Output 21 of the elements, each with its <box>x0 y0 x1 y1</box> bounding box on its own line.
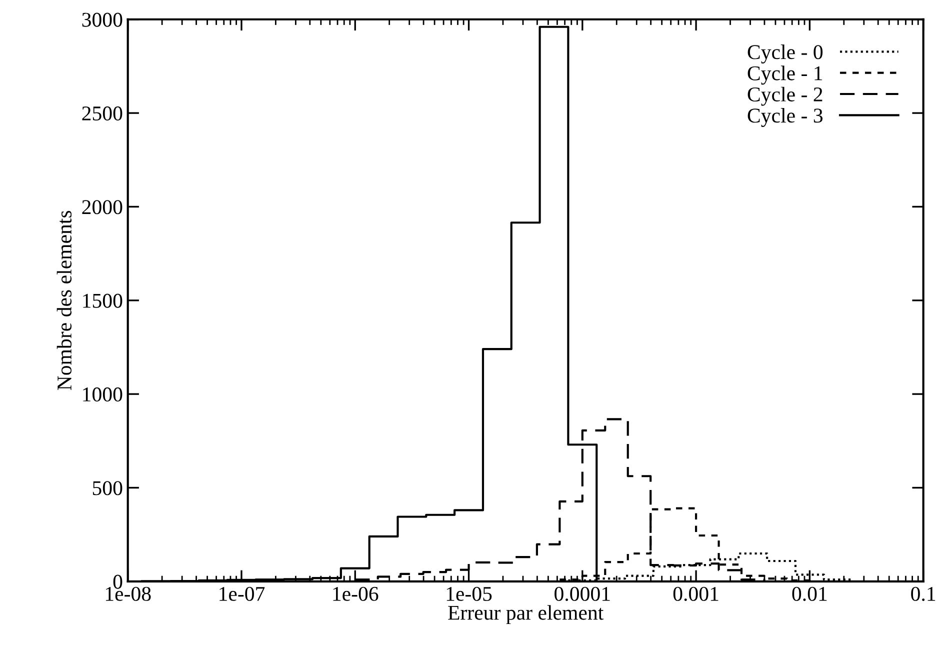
x-tick-label: 0.001 <box>673 586 718 602</box>
y-axis-title: Nombre des elements <box>56 210 72 390</box>
x-tick-label: 1e-05 <box>446 586 492 601</box>
x-tick-label: 1e-06 <box>333 586 378 601</box>
x-tick-label: 1e-08 <box>106 586 151 601</box>
legend-label: Cycle - 3 <box>748 108 823 127</box>
y-tick-label: 500 <box>92 481 122 496</box>
legend-label: Cycle - 2 <box>748 86 822 106</box>
legend-label: Cycle - 0 <box>748 44 823 64</box>
x-tick-label: 0.01 <box>792 586 827 602</box>
y-tick-label: 0 <box>113 574 122 589</box>
y-tick-label: 1000 <box>83 387 122 402</box>
y-tick-label: 2000 <box>82 200 122 214</box>
x-tick-label: 1e-07 <box>220 586 265 601</box>
legend-label: Cycle - 1 <box>748 66 822 85</box>
y-tick-label: 3000 <box>82 12 122 27</box>
y-tick-label: 2500 <box>82 106 122 120</box>
x-tick-label: 0.0001 <box>554 586 610 602</box>
x-tick-label: 0.1 <box>911 586 936 602</box>
y-tick-label: 1500 <box>83 294 122 308</box>
x-axis-title: Erreur par element <box>448 605 604 624</box>
